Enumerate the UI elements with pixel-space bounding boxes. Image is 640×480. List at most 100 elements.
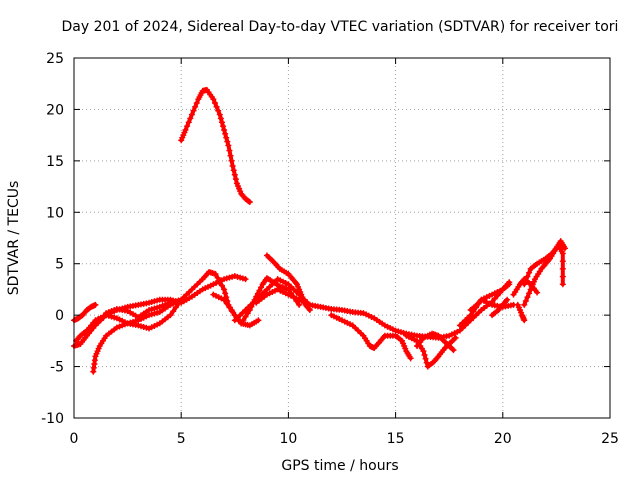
series-arc-16 bbox=[489, 296, 511, 319]
data-point bbox=[217, 115, 224, 122]
series-arc-14 bbox=[456, 281, 513, 329]
data-point bbox=[449, 346, 456, 353]
y-tick-label: 20 bbox=[46, 102, 64, 118]
series-arc-19 bbox=[510, 276, 541, 298]
data-point bbox=[231, 171, 238, 178]
data-point bbox=[255, 317, 262, 324]
x-axis-label: GPS time / hours bbox=[281, 458, 398, 474]
data-point bbox=[193, 100, 200, 106]
x-tick-label: 20 bbox=[494, 431, 512, 447]
axis-ticks: 0 5 10 15 20 25 -10 -5 0 5 10 15 20 25 bbox=[41, 51, 619, 447]
series-arc-6 bbox=[178, 86, 253, 205]
data-point bbox=[228, 157, 235, 164]
data-point bbox=[218, 119, 225, 126]
data-point bbox=[223, 300, 230, 307]
data-point bbox=[185, 119, 192, 126]
data-point bbox=[184, 123, 191, 130]
data-point bbox=[526, 269, 533, 276]
series-arc-13 bbox=[414, 330, 457, 354]
data-point bbox=[220, 123, 227, 130]
data-point bbox=[216, 278, 223, 285]
data-point bbox=[244, 310, 251, 317]
y-tick-label: 0 bbox=[55, 308, 64, 324]
data-point bbox=[227, 152, 234, 159]
data-point bbox=[229, 163, 236, 169]
data-point bbox=[221, 296, 228, 303]
data-point bbox=[296, 301, 303, 308]
data-point bbox=[559, 265, 566, 272]
data-point bbox=[305, 305, 312, 312]
x-tick-label: 10 bbox=[279, 431, 297, 447]
data-point bbox=[559, 281, 566, 288]
data-point bbox=[452, 334, 459, 341]
data-point bbox=[92, 301, 99, 308]
data-point bbox=[225, 142, 232, 149]
data-point bbox=[245, 198, 252, 205]
data-point bbox=[306, 307, 313, 313]
y-tick-label: 10 bbox=[46, 205, 64, 221]
data-point bbox=[451, 335, 458, 342]
data-point bbox=[178, 296, 185, 303]
data-point bbox=[182, 127, 189, 133]
y-tick-label: 5 bbox=[55, 257, 64, 273]
y-axis-label: SDTVAR / TECUs bbox=[6, 181, 22, 296]
data-point bbox=[210, 96, 217, 103]
data-point bbox=[230, 167, 237, 174]
data-point bbox=[224, 138, 231, 145]
data-point bbox=[192, 103, 199, 110]
series-arc-3 bbox=[73, 296, 185, 344]
series-arc-5 bbox=[103, 296, 185, 321]
x-tick-label: 0 bbox=[70, 431, 79, 447]
series-arc-11 bbox=[328, 312, 414, 362]
series-arc-20 bbox=[514, 301, 528, 324]
data-point bbox=[167, 312, 174, 319]
data-point bbox=[226, 304, 233, 311]
data-point bbox=[506, 281, 513, 288]
data-point bbox=[292, 280, 299, 286]
data-point bbox=[503, 298, 510, 304]
data-point bbox=[242, 313, 249, 320]
data-point bbox=[238, 320, 245, 327]
data-point bbox=[211, 100, 218, 106]
data-point bbox=[521, 301, 528, 308]
data-point bbox=[491, 295, 498, 302]
y-tick-label: 15 bbox=[46, 154, 64, 170]
data-point bbox=[213, 103, 220, 110]
data-point bbox=[218, 282, 225, 289]
data-point bbox=[222, 130, 229, 137]
data-point bbox=[421, 352, 428, 358]
y-tick-label: 25 bbox=[46, 51, 64, 67]
data-point bbox=[434, 354, 441, 361]
data-point bbox=[559, 273, 566, 280]
data-point bbox=[559, 250, 566, 257]
x-tick-label: 15 bbox=[387, 431, 405, 447]
y-tick-label: -5 bbox=[50, 360, 64, 376]
plot-frame bbox=[73, 57, 611, 419]
data-point bbox=[221, 286, 228, 293]
data-point bbox=[226, 147, 233, 154]
x-tick-label: 25 bbox=[601, 431, 619, 447]
data-point bbox=[212, 271, 219, 277]
data-point bbox=[221, 127, 228, 133]
data-point bbox=[242, 276, 249, 283]
data-point bbox=[170, 308, 177, 315]
data-point bbox=[190, 107, 197, 114]
grid bbox=[74, 58, 610, 418]
chart-title: Day 201 of 2024, Sidereal Day-to-day VTE… bbox=[62, 19, 619, 35]
data-point bbox=[172, 304, 179, 311]
data-point bbox=[256, 287, 263, 294]
data-point bbox=[504, 296, 511, 303]
data-point bbox=[467, 312, 474, 319]
data-point bbox=[534, 289, 541, 296]
series-arc-18 bbox=[521, 242, 566, 288]
data-point bbox=[559, 258, 566, 265]
data-point bbox=[216, 111, 223, 118]
data-point bbox=[521, 317, 528, 324]
data-point bbox=[246, 199, 253, 205]
data-point bbox=[240, 317, 247, 324]
data-point bbox=[407, 355, 414, 362]
data-point bbox=[214, 274, 221, 281]
data-point bbox=[522, 298, 529, 304]
data-series bbox=[71, 86, 568, 375]
